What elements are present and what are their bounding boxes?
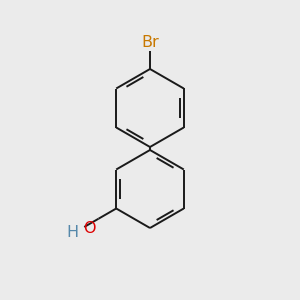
Text: Br: Br: [141, 35, 159, 50]
Text: O: O: [83, 221, 95, 236]
Text: H: H: [66, 225, 78, 240]
